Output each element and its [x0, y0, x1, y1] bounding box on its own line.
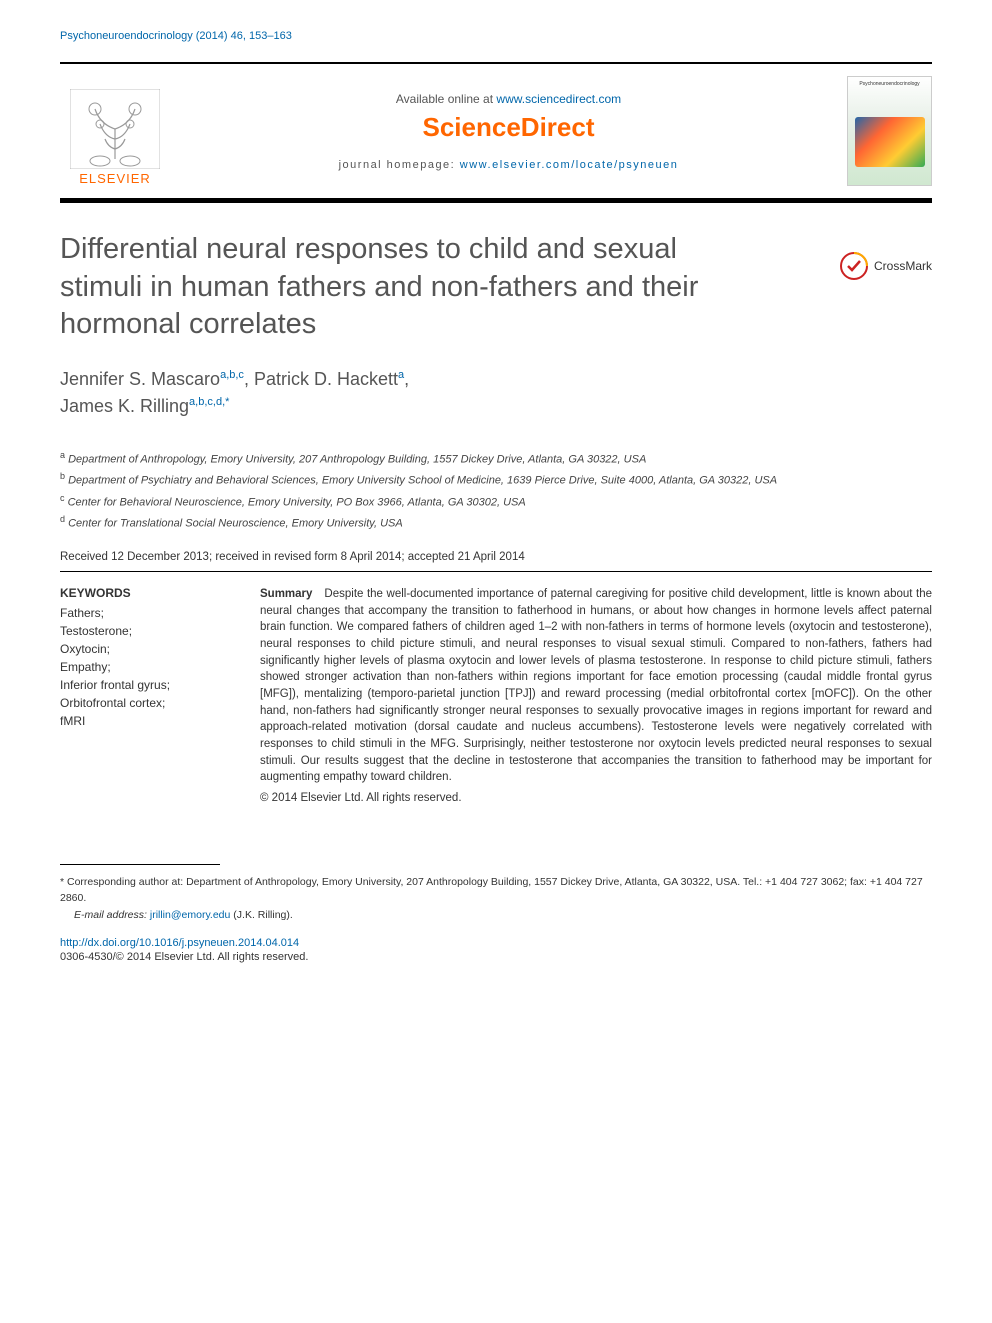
affiliation: c Center for Behavioral Neuroscience, Em…	[60, 491, 932, 512]
cover-image-icon	[855, 117, 925, 167]
elsevier-tree-icon	[70, 89, 160, 169]
header-banner: ELSEVIER Available online at www.science…	[60, 62, 932, 203]
keywords-heading: KEYWORDS	[60, 586, 230, 600]
article-dates: Received 12 December 2013; received in r…	[60, 551, 932, 563]
author: Jennifer S. Mascaroa,b,c	[60, 369, 244, 389]
bottom-copyright: 0306-4530/© 2014 Elsevier Ltd. All right…	[60, 951, 932, 963]
author-list: Jennifer S. Mascaroa,b,c, Patrick D. Hac…	[60, 366, 932, 420]
email-line: E-mail address: jrillin@emory.edu (J.K. …	[60, 909, 932, 921]
affiliation: b Department of Psychiatry and Behaviora…	[60, 469, 932, 490]
header-center: Available online at www.sciencedirect.co…	[170, 92, 847, 171]
crossmark-label: CrossMark	[874, 259, 932, 273]
journal-homepage: journal homepage: www.elsevier.com/locat…	[170, 159, 847, 171]
summary-column: SummaryDespite the well-documented impor…	[260, 586, 932, 804]
footer-divider	[60, 864, 220, 865]
crossmark-badge[interactable]: CrossMark	[840, 252, 932, 280]
publisher-name: ELSEVIER	[79, 171, 151, 186]
affiliation: d Center for Translational Social Neuros…	[60, 512, 932, 533]
section-divider	[60, 571, 932, 572]
affiliations: a Department of Anthropology, Emory Univ…	[60, 448, 932, 533]
article-title: Differential neural responses to child a…	[60, 231, 760, 344]
crossmark-icon	[840, 252, 868, 280]
summary-copyright: © 2014 Elsevier Ltd. All rights reserved…	[260, 792, 932, 804]
sciencedirect-link[interactable]: www.sciencedirect.com	[496, 92, 621, 106]
homepage-link[interactable]: www.elsevier.com/locate/psyneuen	[460, 159, 679, 171]
author: Patrick D. Hacketta	[254, 369, 404, 389]
summary-text: SummaryDespite the well-documented impor…	[260, 586, 932, 786]
publisher-logo: ELSEVIER	[60, 76, 170, 186]
sciencedirect-logo: ScienceDirect	[423, 112, 595, 143]
keywords-column: KEYWORDS Fathers; Testosterone; Oxytocin…	[60, 586, 230, 804]
citation-line: Psychoneuroendocrinology (2014) 46, 153–…	[60, 30, 932, 42]
email-link[interactable]: jrillin@emory.edu	[150, 909, 231, 921]
journal-cover-thumbnail: Psychoneuroendocrinology	[847, 76, 932, 186]
citation-link[interactable]: Psychoneuroendocrinology (2014) 46, 153–…	[60, 30, 292, 42]
summary-label: Summary	[260, 588, 312, 600]
available-online: Available online at www.sciencedirect.co…	[170, 92, 847, 106]
abstract-section: KEYWORDS Fathers; Testosterone; Oxytocin…	[60, 586, 932, 804]
author: James K. Rillinga,b,c,d,*	[60, 396, 229, 416]
corresponding-author: * Corresponding author at: Department of…	[60, 875, 932, 907]
affiliation: a Department of Anthropology, Emory Univ…	[60, 448, 932, 469]
keywords-list: Fathers; Testosterone; Oxytocin; Empathy…	[60, 604, 230, 730]
doi-link[interactable]: http://dx.doi.org/10.1016/j.psyneuen.201…	[60, 937, 932, 949]
